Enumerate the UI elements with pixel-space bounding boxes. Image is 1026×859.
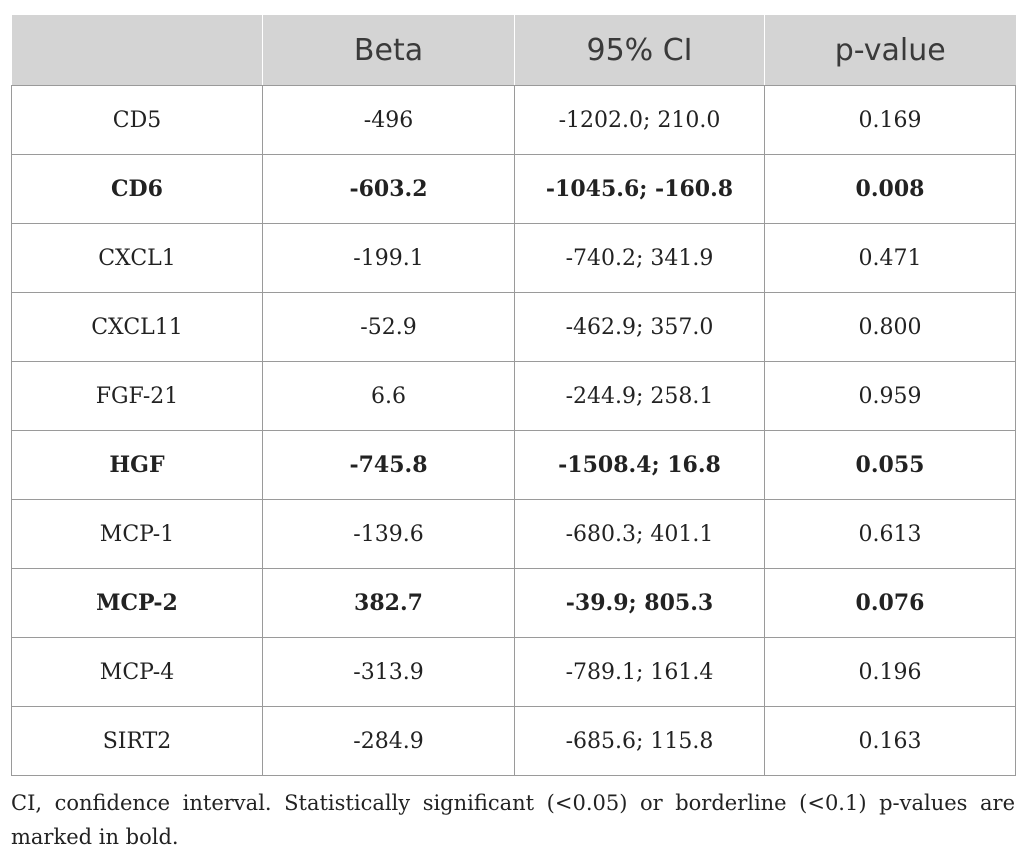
cell-marker: CD6 — [11, 154, 263, 224]
table-row: MCP-1 -139.6 -680.3; 401.1 0.613 — [11, 499, 1016, 569]
cell-marker: MCP-4 — [11, 637, 263, 707]
cell-ci: -740.2; 341.9 — [514, 223, 765, 293]
header-ci: 95% CI — [514, 15, 765, 86]
cell-p-value: 0.196 — [764, 637, 1016, 707]
cell-p-value: 0.959 — [764, 361, 1016, 431]
results-table: Beta 95% CI p-value CD5 -496 -1202.0; 210.… — [11, 15, 1016, 776]
cell-ci: -39.9; 805.3 — [514, 568, 765, 638]
header-beta: Beta — [262, 15, 515, 86]
cell-marker: FGF-21 — [11, 361, 263, 431]
cell-ci: -680.3; 401.1 — [514, 499, 765, 569]
cell-ci: -462.9; 357.0 — [514, 292, 765, 362]
cell-marker: MCP-1 — [11, 499, 263, 569]
cell-ci: -1045.6; -160.8 — [514, 154, 765, 224]
cell-marker: HGF — [11, 430, 263, 500]
cell-p-value: 0.076 — [764, 568, 1016, 638]
cell-p-value: 0.008 — [764, 154, 1016, 224]
header-p-value: p-value — [764, 15, 1016, 86]
cell-p-value: 0.613 — [764, 499, 1016, 569]
cell-beta: -603.2 — [262, 154, 515, 224]
cell-ci: -1202.0; 210.0 — [514, 85, 765, 155]
cell-ci: -1508.4; 16.8 — [514, 430, 765, 500]
cell-p-value: 0.471 — [764, 223, 1016, 293]
cell-ci: -685.6; 115.8 — [514, 706, 765, 776]
cell-beta: -52.9 — [262, 292, 515, 362]
cell-ci: -789.1; 161.4 — [514, 637, 765, 707]
table-body: CD5 -496 -1202.0; 210.0 0.169 CD6 -603.2 -1045… — [11, 85, 1016, 776]
cell-beta: -284.9 — [262, 706, 515, 776]
cell-marker: SIRT2 — [11, 706, 263, 776]
cell-marker: CD5 — [11, 85, 263, 155]
cell-beta: -199.1 — [262, 223, 515, 293]
cell-beta: -313.9 — [262, 637, 515, 707]
cell-p-value: 0.169 — [764, 85, 1016, 155]
cell-beta: -745.8 — [262, 430, 515, 500]
table-footnote: CI, confidence interval. Statistically s… — [11, 791, 1015, 849]
cell-beta: -496 — [262, 85, 515, 155]
cell-marker: CXCL11 — [11, 292, 263, 362]
cell-ci: -244.9; 258.1 — [514, 361, 765, 431]
table-row: SIRT2 -284.9 -685.6; 115.8 0.163 — [11, 706, 1016, 776]
table-row: HGF -745.8 -1508.4; 16.8 0.055 — [11, 430, 1016, 500]
cell-beta: 382.7 — [262, 568, 515, 638]
table-header-row: Beta 95% CI p-value — [11, 15, 1016, 86]
table-row: FGF-21 6.6 -244.9; 258.1 0.959 — [11, 361, 1016, 431]
results-table-container: Beta 95% CI p-value CD5 -496 -1202.0; 210.… — [11, 15, 1016, 776]
cell-marker: CXCL1 — [11, 223, 263, 293]
cell-beta: -139.6 — [262, 499, 515, 569]
table-row: MCP-2 382.7 -39.9; 805.3 0.076 — [11, 568, 1016, 638]
table-row: MCP-4 -313.9 -789.1; 161.4 0.196 — [11, 637, 1016, 707]
table-row: CXCL1 -199.1 -740.2; 341.9 0.471 — [11, 223, 1016, 293]
header-marker — [11, 15, 263, 86]
table-row: CD6 -603.2 -1045.6; -160.8 0.008 — [11, 154, 1016, 224]
table-row: CD5 -496 -1202.0; 210.0 0.169 — [11, 85, 1016, 155]
table-row: CXCL11 -52.9 -462.9; 357.0 0.800 — [11, 292, 1016, 362]
cell-p-value: 0.163 — [764, 706, 1016, 776]
cell-p-value: 0.800 — [764, 292, 1016, 362]
cell-beta: 6.6 — [262, 361, 515, 431]
cell-p-value: 0.055 — [764, 430, 1016, 500]
cell-marker: MCP-2 — [11, 568, 263, 638]
